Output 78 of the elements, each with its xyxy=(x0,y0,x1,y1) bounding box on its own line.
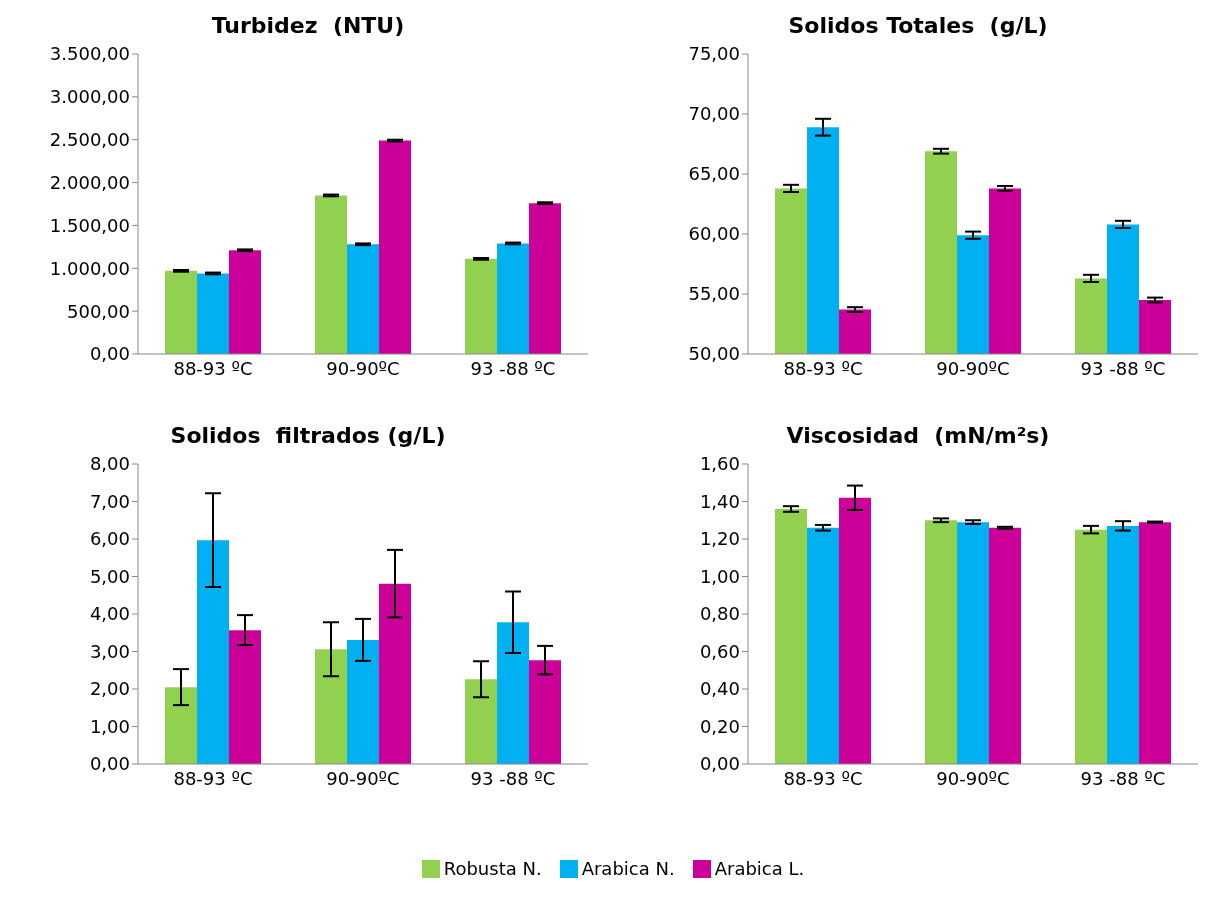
bar xyxy=(839,497,871,764)
x-tick-label: 90-90ºC xyxy=(936,357,1010,379)
bar xyxy=(497,243,529,354)
y-tick-label: 1,00 xyxy=(89,715,130,737)
bar xyxy=(1075,529,1107,764)
legend-label: Arabica N. xyxy=(581,858,675,879)
bar xyxy=(379,140,411,354)
y-tick-label: 7,00 xyxy=(89,490,130,512)
bar xyxy=(775,509,807,764)
bar xyxy=(1107,525,1139,764)
legend-label: Arabica L. xyxy=(714,858,805,879)
x-tick-label: 90-90ºC xyxy=(936,767,1010,789)
x-tick-label: 88-93 ºC xyxy=(173,767,253,789)
y-tick-label: 5,00 xyxy=(89,565,130,587)
chart-title: Viscosidad (mN/m²s) xyxy=(785,422,1051,450)
y-tick-label: 55,00 xyxy=(688,283,740,305)
x-tick-label: 88-93 ºC xyxy=(783,357,863,379)
bar xyxy=(379,583,411,764)
x-tick-label: 90-90ºC xyxy=(326,767,400,789)
bar xyxy=(465,258,497,354)
y-tick-label: 2.500,00 xyxy=(49,129,130,151)
bar xyxy=(197,540,229,764)
bar xyxy=(229,630,261,764)
y-tick-label: 6,00 xyxy=(89,528,130,550)
bar xyxy=(465,679,497,764)
y-tick-label: 3.500,00 xyxy=(49,43,130,65)
bar xyxy=(807,527,839,764)
bar xyxy=(315,649,347,764)
y-tick-label: 500,00 xyxy=(67,300,130,322)
y-tick-label: 1,20 xyxy=(699,528,740,550)
y-tick-label: 3,00 xyxy=(89,640,130,662)
y-tick-label: 75,00 xyxy=(688,43,740,65)
bar xyxy=(957,522,989,764)
y-tick-label: 0,80 xyxy=(699,603,740,625)
y-tick-label: 2,00 xyxy=(89,678,130,700)
y-tick-label: 1,40 xyxy=(699,490,740,512)
y-tick-label: 0,40 xyxy=(699,678,740,700)
bar xyxy=(1139,522,1171,764)
y-tick-label: 0,00 xyxy=(89,753,130,775)
y-tick-label: 65,00 xyxy=(688,163,740,185)
chart-title: Solidos Totales (g/L) xyxy=(787,12,1049,40)
legend-label: Robusta N. xyxy=(443,858,542,879)
chart-title: Solidos filtrados (g/L) xyxy=(169,422,447,450)
bar xyxy=(165,270,197,354)
y-tick-label: 1.500,00 xyxy=(49,214,130,236)
x-tick-label: 90-90ºC xyxy=(326,357,400,379)
y-tick-label: 0,00 xyxy=(89,343,130,365)
y-tick-label: 0,60 xyxy=(699,640,740,662)
bar xyxy=(347,244,379,354)
y-tick-label: 70,00 xyxy=(688,103,740,125)
x-tick-label: 88-93 ºC xyxy=(783,767,863,789)
bar xyxy=(229,250,261,354)
y-tick-label: 1.000,00 xyxy=(49,257,130,279)
bar xyxy=(315,195,347,354)
chart-title: Turbidez (NTU) xyxy=(210,12,406,40)
bar xyxy=(197,273,229,354)
y-tick-label: 1,60 xyxy=(699,453,740,475)
y-tick-label: 8,00 xyxy=(89,453,130,475)
bar xyxy=(925,520,957,764)
y-tick-label: 3.000,00 xyxy=(49,86,130,108)
x-tick-label: 93 -88 ºC xyxy=(470,767,556,789)
bar xyxy=(529,660,561,764)
x-tick-label: 93 -88 ºC xyxy=(470,357,556,379)
y-tick-label: 2.000,00 xyxy=(49,171,130,193)
y-tick-label: 0,20 xyxy=(699,715,740,737)
y-tick-label: 60,00 xyxy=(688,223,740,245)
bar xyxy=(989,527,1021,764)
x-tick-label: 88-93 ºC xyxy=(173,357,253,379)
x-tick-label: 93 -88 ºC xyxy=(1080,767,1166,789)
y-tick-label: 4,00 xyxy=(89,603,130,625)
bar xyxy=(347,639,379,764)
bar xyxy=(529,203,561,354)
y-tick-label: 0,00 xyxy=(699,753,740,775)
x-tick-label: 93 -88 ºC xyxy=(1080,357,1166,379)
y-tick-label: 1,00 xyxy=(699,565,740,587)
y-tick-label: 50,00 xyxy=(688,343,740,365)
bar xyxy=(165,687,197,764)
bar xyxy=(497,622,529,764)
